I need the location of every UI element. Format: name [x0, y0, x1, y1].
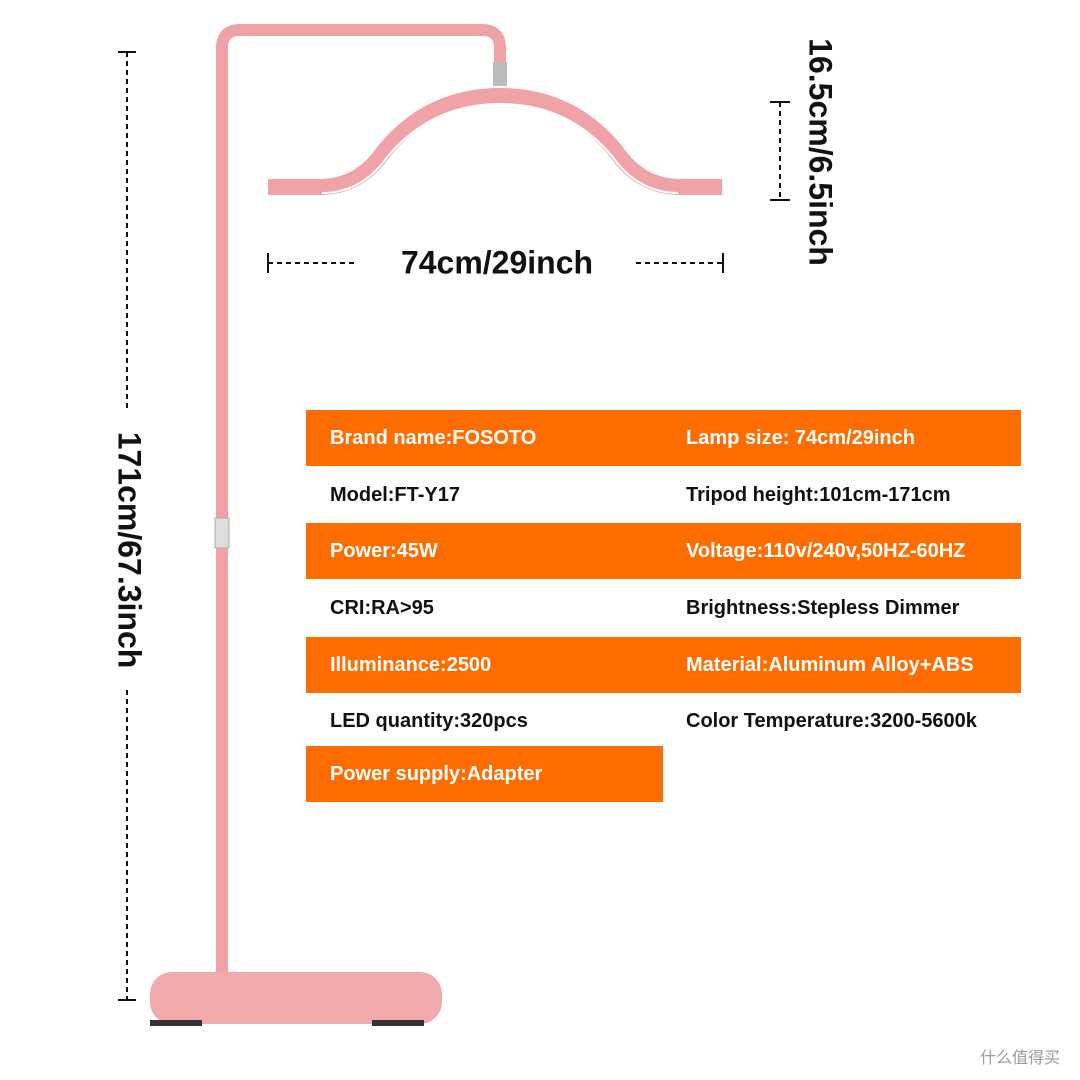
spec-cell: Illuminance:2500: [330, 654, 492, 676]
spec-cell: Model:FT-Y17: [330, 484, 461, 506]
spec-cell: Color Temperature:3200-5600k: [686, 710, 977, 732]
lamp-base: [150, 972, 442, 1024]
row-band: [306, 523, 1021, 579]
spec-cell: Brand name:FOSOTO: [330, 427, 537, 449]
row-band: [306, 637, 1021, 693]
base-foot: [150, 1020, 202, 1026]
spec-cell: Power:45W: [330, 540, 438, 562]
watermark: 什么值得买: [979, 1050, 1060, 1067]
width-label: 74cm/29inch: [401, 244, 593, 280]
pole-joint: [214, 517, 230, 549]
height-label: 171cm/67.3inch: [112, 432, 148, 669]
spec-cell: Lamp size: 74cm/29inch: [686, 427, 915, 449]
lamp-pole: [216, 24, 506, 995]
spec-cell: Voltage:110v/240v,50HZ-60HZ: [686, 540, 966, 562]
spec-cell: LED quantity:320pcs: [330, 710, 528, 732]
clamp: [493, 62, 507, 86]
base-foot: [372, 1020, 424, 1026]
row-band: [306, 746, 663, 802]
led-strip: [321, 102, 679, 194]
spec-cell: Brightness:Stepless Dimmer: [686, 597, 960, 619]
spec-cell: Power supply:Adapter: [330, 763, 543, 785]
row-band: [306, 410, 1021, 466]
spec-cell: Material:Aluminum Alloy+ABS: [686, 654, 974, 676]
depth-label: 16.5cm/6.5inch: [803, 38, 839, 266]
spec-cell: Tripod height:101cm-171cm: [686, 484, 951, 506]
lamp-head: [268, 87, 722, 195]
spec-cell: CRI:RA>95: [330, 597, 434, 619]
